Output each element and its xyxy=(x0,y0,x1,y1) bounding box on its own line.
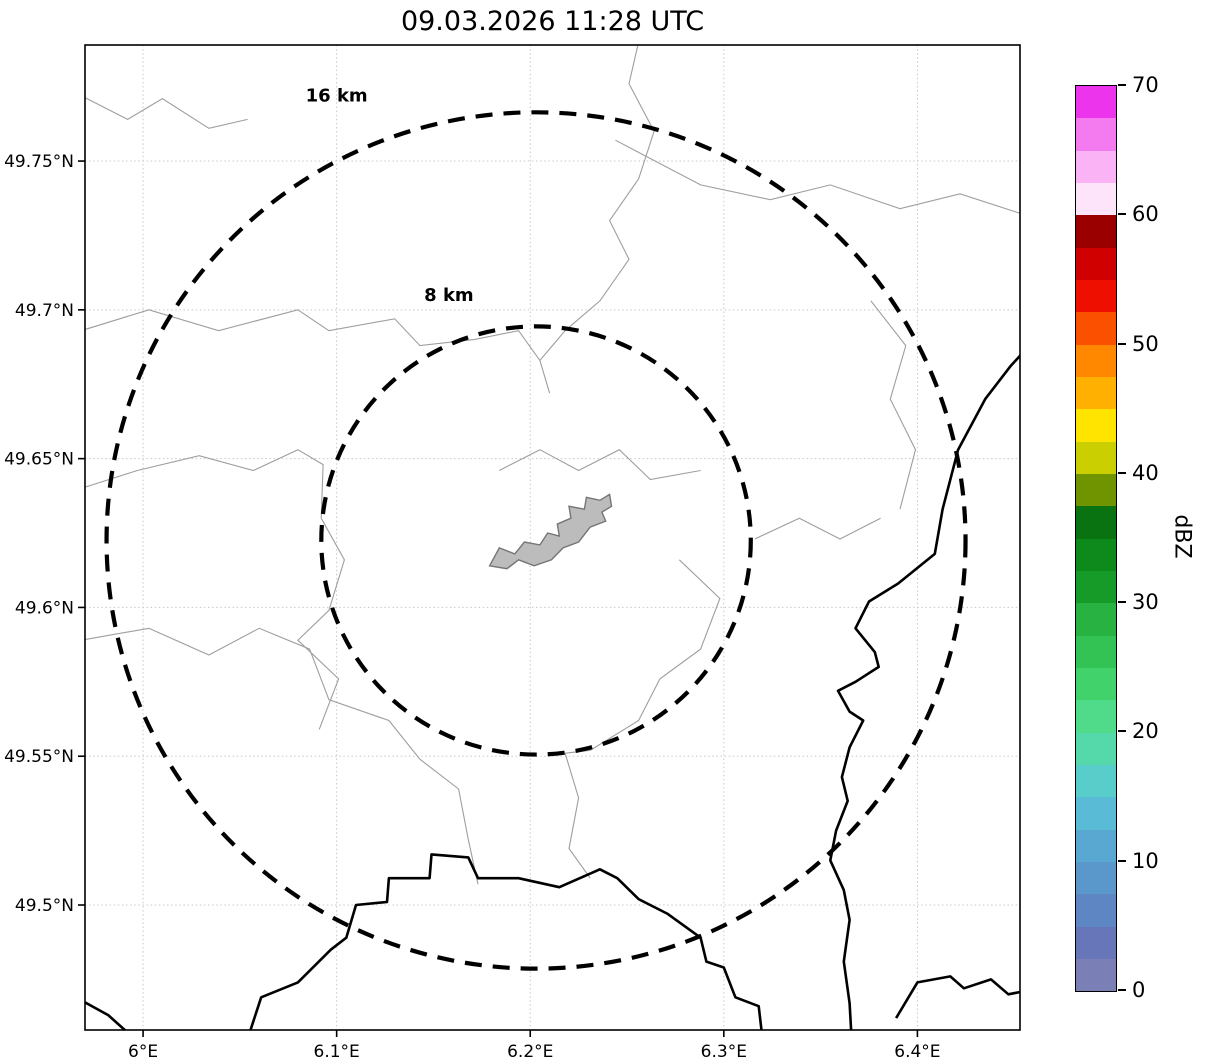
y-tick-label: 49.7°N xyxy=(15,301,74,321)
colorbar-segment xyxy=(1076,441,1116,474)
x-tick-label: 6.1°E xyxy=(314,1042,360,1062)
x-tick-label: 6.2°E xyxy=(507,1042,553,1062)
colorbar-segment xyxy=(1076,732,1116,765)
colorbar-segment xyxy=(1076,182,1116,216)
plot-border xyxy=(84,44,1021,1031)
municipal-border-line xyxy=(85,449,345,730)
colorbar-segment xyxy=(1076,797,1116,830)
range-ring-label-16km: 16 km xyxy=(306,86,368,107)
municipal-border-line xyxy=(615,139,1020,214)
colorbar-segment xyxy=(1076,861,1116,895)
colorbar-segment xyxy=(1076,667,1116,701)
colorbar-segment xyxy=(1076,926,1116,959)
municipal-border-line xyxy=(539,45,655,394)
range-ring-8km xyxy=(319,324,753,757)
country-border-line xyxy=(85,1000,127,1030)
y-tick-label: 49.5°N xyxy=(15,896,74,916)
colorbar-segment xyxy=(1076,312,1116,345)
y-tick-label: 49.75°N xyxy=(4,152,74,172)
colorbar-segment xyxy=(1076,150,1116,183)
figure-title: 09.03.2026 11:28 UTC xyxy=(400,6,705,37)
colorbar-segment xyxy=(1076,635,1116,668)
y-tick-label: 49.65°N xyxy=(4,450,74,470)
colorbar-segment xyxy=(1076,764,1116,798)
urban-area-polygon xyxy=(488,493,613,570)
y-tick-label: 49.6°N xyxy=(15,598,74,618)
y-tick-label: 49.55°N xyxy=(4,747,74,767)
colorbar-segment xyxy=(1076,86,1116,119)
colorbar-segment xyxy=(1076,570,1116,604)
colorbar-segment xyxy=(1076,215,1116,248)
municipal-border-line xyxy=(85,627,479,885)
colorbar-segment xyxy=(1076,279,1116,313)
x-tick-label: 6.3°E xyxy=(701,1042,747,1062)
colorbar-segment xyxy=(1076,958,1116,992)
country-border-line xyxy=(249,853,763,1030)
colorbar-segment xyxy=(1076,603,1116,636)
municipal-border-line xyxy=(85,309,541,361)
colorbar-segment xyxy=(1076,894,1116,927)
municipal-border-line xyxy=(564,753,591,879)
range-ring-label-8km: 8 km xyxy=(424,285,474,306)
country-border-line xyxy=(894,975,1020,1019)
x-tick-label: 6.4°E xyxy=(894,1042,940,1062)
municipal-border-line xyxy=(499,449,701,481)
colorbar-segment xyxy=(1076,376,1116,410)
municipal-border-line xyxy=(85,96,248,129)
colorbar-segment xyxy=(1076,344,1116,377)
municipal-border-line xyxy=(754,517,881,540)
colorbar-segment xyxy=(1076,700,1116,733)
country-border-line xyxy=(828,353,1020,1030)
municipal-border-line xyxy=(565,559,721,754)
municipal-border-line xyxy=(870,300,917,510)
colorbar-segment xyxy=(1076,409,1116,442)
range-ring-16km xyxy=(104,110,968,971)
colorbar-segment xyxy=(1076,506,1116,539)
colorbar xyxy=(1075,85,1117,992)
colorbar-unit-label: dBZ xyxy=(1169,514,1195,559)
colorbar-segment xyxy=(1076,247,1116,280)
colorbar-segment xyxy=(1076,829,1116,862)
colorbar-segment xyxy=(1076,473,1116,507)
colorbar-segment xyxy=(1076,538,1116,571)
colorbar-segment xyxy=(1076,118,1116,151)
x-tick-label: 6°E xyxy=(128,1042,158,1062)
